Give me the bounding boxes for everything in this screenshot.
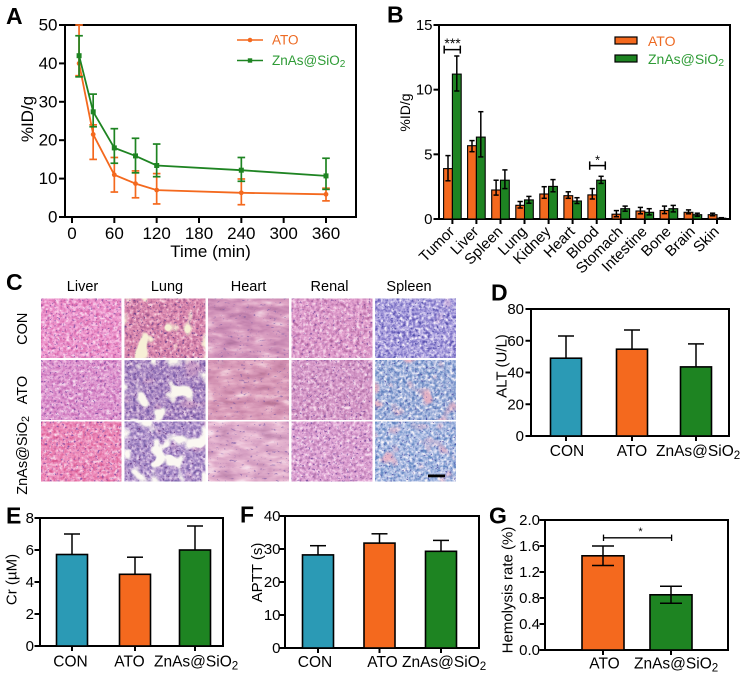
svg-text:0: 0 (272, 640, 280, 657)
svg-text:10: 10 (39, 169, 58, 188)
svg-text:ATO: ATO (15, 376, 31, 404)
svg-text:CON: CON (53, 654, 87, 671)
svg-text:10: 10 (264, 607, 281, 624)
svg-text:0.0: 0.0 (519, 642, 540, 659)
svg-text:ATO: ATO (367, 654, 397, 671)
svg-text:ALT (U/L): ALT (U/L) (494, 334, 511, 398)
svg-text:*: * (638, 526, 643, 538)
svg-text:2: 2 (26, 606, 34, 623)
svg-text:Heart: Heart (231, 279, 266, 295)
svg-text:ZnAs@SiO2: ZnAs@SiO2 (656, 443, 740, 462)
svg-text:20: 20 (507, 396, 524, 413)
svg-text:*: * (595, 153, 600, 167)
svg-text:1.6: 1.6 (519, 538, 540, 555)
svg-text:240: 240 (227, 224, 255, 243)
svg-text:***: *** (444, 35, 461, 51)
svg-text:120: 120 (142, 224, 170, 243)
svg-text:40: 40 (507, 365, 524, 382)
svg-text:CON: CON (550, 443, 584, 460)
svg-text:0.8: 0.8 (519, 590, 540, 607)
svg-text:0: 0 (26, 638, 34, 655)
svg-text:60: 60 (105, 224, 124, 243)
svg-text:CON: CON (298, 654, 332, 671)
svg-text:Cr (µM): Cr (µM) (4, 554, 21, 605)
svg-text:ATO: ATO (589, 656, 619, 673)
svg-text:40: 40 (264, 508, 281, 525)
svg-text:E: E (6, 503, 21, 529)
svg-text:D: D (491, 280, 508, 306)
svg-text:ZnAs@SiO2: ZnAs@SiO2 (154, 654, 238, 673)
svg-text:G: G (489, 503, 507, 529)
svg-text:ZnAs@SiO2: ZnAs@SiO2 (272, 53, 346, 70)
svg-text:0: 0 (424, 211, 432, 228)
svg-text:15: 15 (416, 17, 433, 34)
svg-text:B: B (387, 2, 404, 28)
svg-text:Spleen: Spleen (386, 279, 431, 295)
svg-text:%ID/g: %ID/g (18, 96, 37, 142)
svg-text:20: 20 (264, 574, 281, 591)
svg-text:Time (min): Time (min) (170, 242, 251, 261)
svg-text:50: 50 (39, 16, 58, 35)
svg-text:APTT (s): APTT (s) (249, 543, 266, 603)
svg-text:0.4: 0.4 (519, 616, 540, 633)
svg-text:180: 180 (185, 224, 213, 243)
svg-text:360: 360 (312, 224, 340, 243)
svg-text:ATO: ATO (272, 33, 299, 48)
svg-text:CON: CON (15, 313, 31, 345)
svg-text:ZnAs@SiO2: ZnAs@SiO2 (402, 654, 486, 673)
svg-text:Liver: Liver (67, 279, 99, 295)
svg-text:4: 4 (26, 574, 34, 591)
svg-text:0: 0 (48, 208, 57, 227)
svg-text:C: C (6, 269, 23, 295)
svg-text:Hemolysis rate (%): Hemolysis rate (%) (500, 527, 517, 654)
svg-text:30: 30 (39, 92, 58, 111)
svg-text:Skin: Skin (690, 223, 723, 256)
svg-text:0: 0 (67, 224, 76, 243)
svg-text:80: 80 (507, 301, 524, 318)
svg-text:60: 60 (507, 333, 524, 350)
svg-text:ATO: ATO (617, 443, 647, 460)
svg-text:10: 10 (416, 82, 433, 99)
svg-text:ZnAs@SiO2: ZnAs@SiO2 (648, 51, 724, 69)
svg-text:6: 6 (26, 542, 34, 559)
svg-text:5: 5 (424, 146, 432, 163)
svg-text:Renal: Renal (311, 279, 349, 295)
svg-text:ATO: ATO (648, 33, 676, 49)
svg-text:1.2: 1.2 (519, 564, 540, 581)
svg-text:ZnAs@SiO2: ZnAs@SiO2 (634, 656, 718, 675)
svg-text:2.0: 2.0 (519, 512, 540, 529)
svg-text:ZnAs@SiO2: ZnAs@SiO2 (15, 416, 32, 495)
svg-text:300: 300 (269, 224, 297, 243)
svg-text:20: 20 (39, 131, 58, 150)
svg-text:Lung: Lung (151, 279, 183, 295)
svg-text:%ID/g: %ID/g (397, 93, 413, 131)
svg-text:30: 30 (264, 541, 281, 558)
svg-text:ATO: ATO (114, 654, 144, 671)
svg-text:0: 0 (516, 428, 524, 445)
svg-text:A: A (6, 3, 23, 29)
svg-text:40: 40 (39, 54, 58, 73)
svg-text:F: F (240, 502, 254, 528)
svg-text:8: 8 (26, 510, 34, 527)
